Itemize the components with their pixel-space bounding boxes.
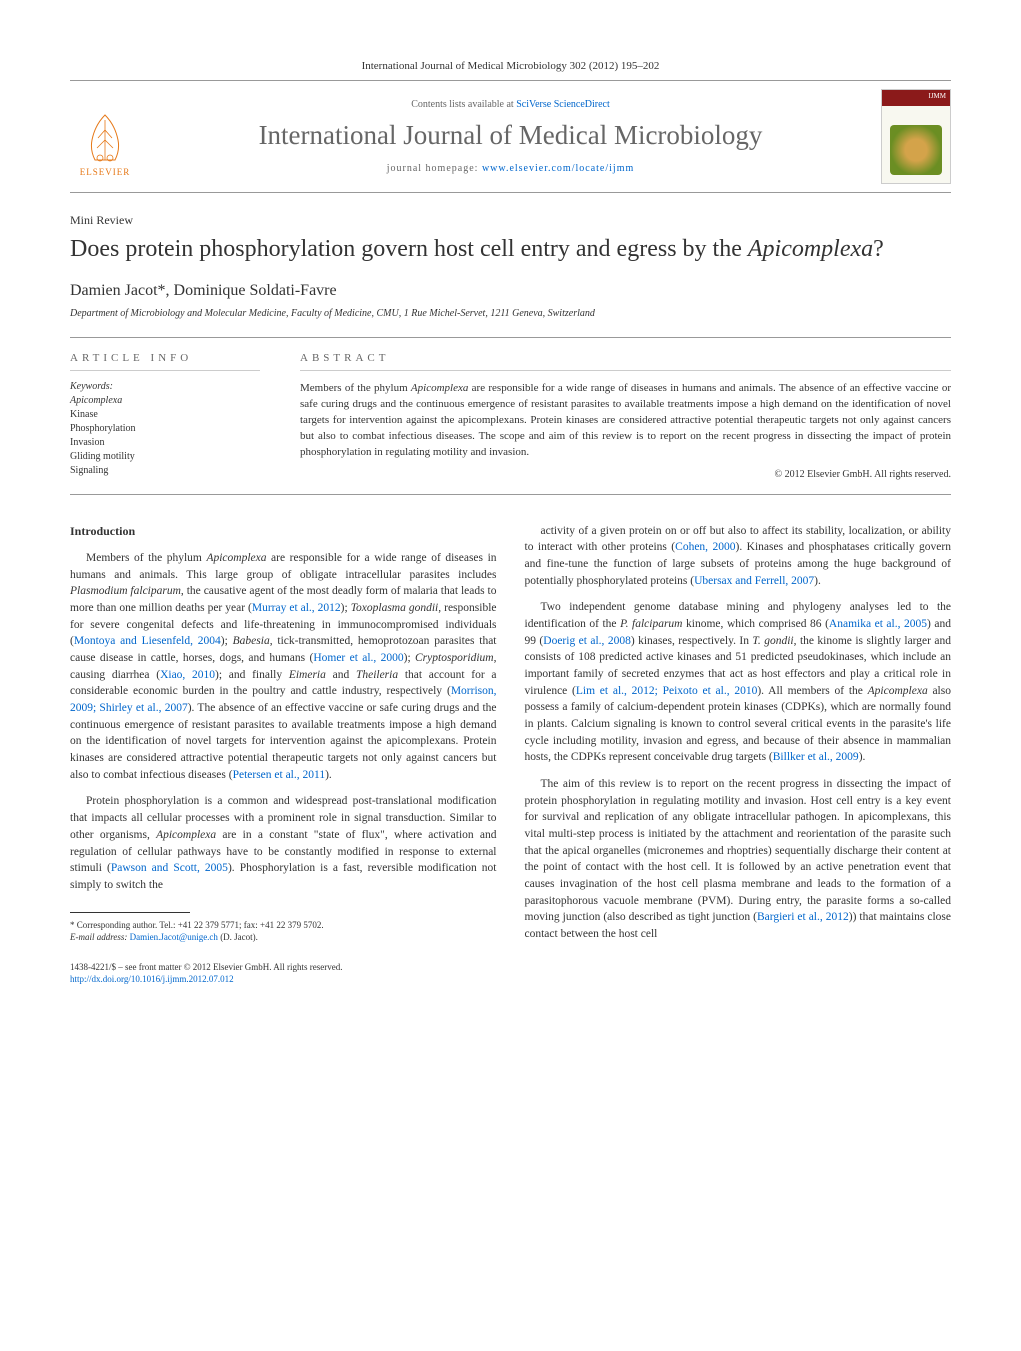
keyword-item: Signaling [70, 464, 260, 478]
top-citation: International Journal of Medical Microbi… [70, 60, 951, 72]
body-paragraph: Two independent genome database mining a… [525, 599, 952, 766]
info-header: ARTICLE INFO [70, 352, 260, 371]
homepage-line: journal homepage: www.elsevier.com/locat… [160, 163, 861, 174]
keyword-item: Apicomplexa [70, 394, 260, 408]
elsevier-tree-icon [80, 110, 130, 165]
keyword-item: Phosphorylation [70, 422, 260, 436]
citation-link[interactable]: Ubersax and Ferrell, 2007 [694, 575, 814, 587]
email-suffix: (D. Jacot). [218, 932, 258, 942]
doi-link[interactable]: http://dx.doi.org/10.1016/j.ijmm.2012.07… [70, 974, 234, 984]
abstract-col: ABSTRACT Members of the phylum Apicomple… [280, 338, 951, 494]
citation-link[interactable]: Doerig et al., 2008 [543, 635, 631, 647]
citation-link[interactable]: Petersen et al., 2011 [233, 769, 326, 781]
journal-name: International Journal of Medical Microbi… [160, 120, 861, 151]
keywords-label: Keywords: [70, 381, 260, 392]
email-link[interactable]: Damien.Jacot@unige.ch [130, 932, 218, 942]
title-pre: Does protein phosphorylation govern host… [70, 236, 748, 262]
elsevier-text: ELSEVIER [80, 167, 131, 177]
affiliation: Department of Microbiology and Molecular… [70, 308, 951, 319]
keywords-list: ApicomplexaKinasePhosphorylationInvasion… [70, 394, 260, 478]
citation-link[interactable]: Murray et al., 2012 [252, 602, 341, 614]
keyword-item: Gliding motility [70, 450, 260, 464]
email-label: E-mail address: [70, 932, 130, 942]
body-paragraph: activity of a given protein on or off bu… [525, 523, 952, 590]
article-info-col: ARTICLE INFO Keywords: ApicomplexaKinase… [70, 338, 280, 494]
abstract-header: ABSTRACT [300, 352, 951, 371]
contents-line: Contents lists available at SciVerse Sci… [160, 99, 861, 110]
keyword-item: Invasion [70, 436, 260, 450]
title-post: ? [873, 236, 884, 262]
cover-image-icon [890, 125, 942, 175]
cover-label: IJMM [882, 90, 950, 106]
citation-link[interactable]: Homer et al., 2000 [313, 652, 403, 664]
citation-link[interactable]: Lim et al., 2012; Peixoto et al., 2010 [576, 685, 757, 697]
body-left-col: Introduction Members of the phylum Apico… [70, 523, 497, 985]
intro-heading: Introduction [70, 523, 497, 540]
citation-link[interactable]: Anamika et al., 2005 [829, 618, 927, 630]
abstract-text: Members of the phylum Apicomplexa are re… [300, 381, 951, 461]
body-paragraph: Protein phosphorylation is a common and … [70, 793, 497, 893]
homepage-link[interactable]: www.elsevier.com/locate/ijmm [482, 163, 634, 174]
abstract-copyright: © 2012 Elsevier GmbH. All rights reserve… [300, 469, 951, 480]
article-type: Mini Review [70, 213, 951, 228]
article-title: Does protein phosphorylation govern host… [70, 234, 951, 264]
elsevier-logo: ELSEVIER [70, 97, 140, 177]
citation-link[interactable]: Cohen, 2000 [675, 541, 735, 553]
keyword-item: Kinase [70, 408, 260, 422]
journal-cover-thumb: IJMM [881, 89, 951, 184]
citation-link[interactable]: Xiao, 2010 [160, 669, 215, 681]
citation-link[interactable]: Pawson and Scott, 2005 [111, 862, 228, 874]
corr-author-line: * Corresponding author. Tel.: +41 22 379… [70, 919, 497, 931]
citation-link[interactable]: Montoya and Liesenfeld, 2004 [74, 635, 221, 647]
journal-header: ELSEVIER Contents lists available at Sci… [70, 80, 951, 193]
citation-link[interactable]: Bargieri et al., 2012 [757, 911, 849, 923]
body-right-col: activity of a given protein on or off bu… [525, 523, 952, 985]
title-italic: Apicomplexa [748, 236, 873, 262]
corresponding-footnote: * Corresponding author. Tel.: +41 22 379… [70, 919, 497, 943]
sciencedirect-link[interactable]: SciVerse ScienceDirect [516, 99, 610, 110]
body-paragraph: Members of the phylum Apicomplexa are re… [70, 550, 497, 783]
citation-link[interactable]: Billker et al., 2009 [773, 751, 859, 763]
body-paragraph: The aim of this review is to report on t… [525, 776, 952, 943]
footer-line1: 1438-4221/$ – see front matter © 2012 El… [70, 961, 497, 973]
homepage-prefix: journal homepage: [387, 163, 482, 174]
footer: 1438-4221/$ – see front matter © 2012 El… [70, 961, 497, 985]
contents-prefix: Contents lists available at [411, 99, 516, 110]
authors: Damien Jacot*, Dominique Soldati-Favre [70, 282, 951, 300]
footnote-rule [70, 912, 190, 913]
